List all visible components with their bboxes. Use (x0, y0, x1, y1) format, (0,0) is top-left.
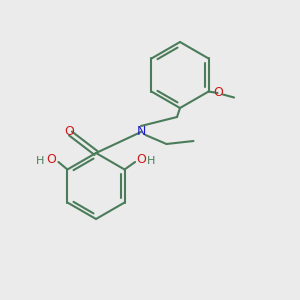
Text: O: O (136, 152, 146, 166)
Text: H: H (36, 155, 44, 166)
Text: O: O (214, 85, 224, 99)
Text: N: N (136, 125, 146, 139)
Text: O: O (46, 152, 56, 166)
Text: O: O (64, 125, 74, 139)
Text: H: H (146, 156, 155, 167)
